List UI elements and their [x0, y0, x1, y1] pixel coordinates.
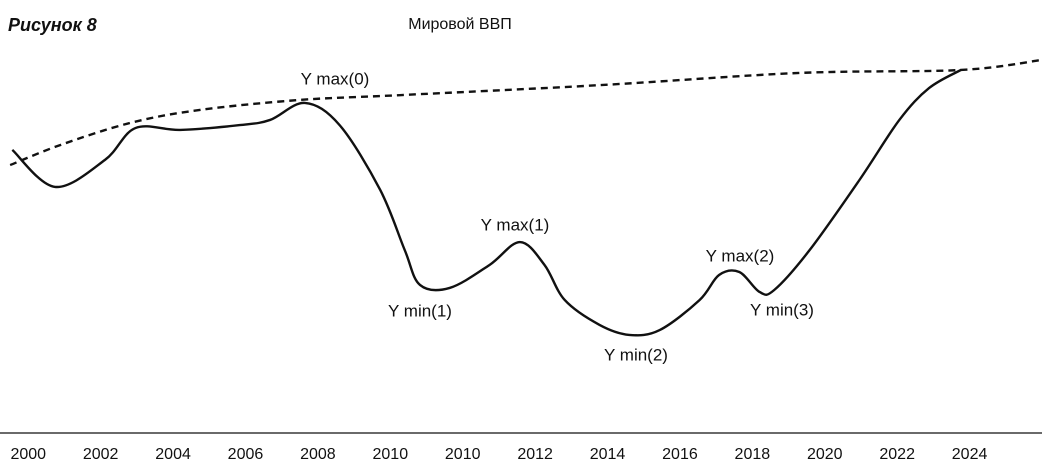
annotation: Y max(0) — [301, 69, 370, 88]
x-tick-label: 2022 — [879, 446, 915, 463]
x-tick-label: 2020 — [807, 446, 843, 463]
x-tick-label: 2006 — [228, 446, 264, 463]
x-tick-label: 2008 — [300, 446, 336, 463]
x-tick-label: 2010 — [373, 446, 409, 463]
gdp-line — [11, 68, 962, 337]
annotation: Y max(2) — [706, 246, 775, 265]
x-tick-label: 2000 — [10, 446, 46, 463]
x-tick-label: 2014 — [590, 446, 626, 463]
x-tick-label: 2024 — [952, 446, 988, 463]
x-tick-label: 2016 — [662, 446, 698, 463]
trend-line — [9, 58, 1042, 167]
x-tick-label: 2002 — [83, 446, 119, 463]
x-tick-label: 2018 — [735, 446, 771, 463]
chart-title: Мировой ВВП — [408, 16, 512, 33]
annotation: Y max(1) — [481, 215, 550, 234]
figure-label: Рисунок 8 — [8, 15, 97, 35]
annotation: Y min(3) — [750, 300, 814, 319]
annotation: Y min(2) — [604, 345, 668, 364]
x-tick-label: 2012 — [517, 446, 553, 463]
x-tick-label: 2010 — [445, 446, 481, 463]
x-tick-label: 2004 — [155, 446, 191, 463]
annotation: Y min(1) — [388, 301, 452, 320]
